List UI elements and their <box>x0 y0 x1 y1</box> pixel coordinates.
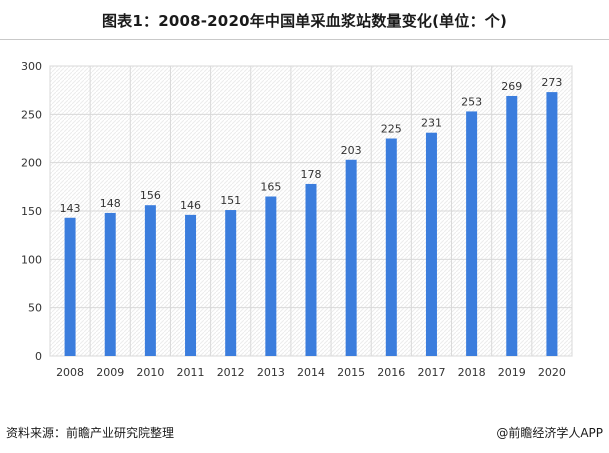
x-tick-label: 2015 <box>337 366 365 379</box>
data-label: 143 <box>60 202 81 215</box>
chart-title: 图表1：2008-2020年中国单采血浆站数量变化(单位：个) <box>101 12 508 30</box>
title-divider <box>0 39 609 40</box>
source-note: 资料来源：前瞻产业研究院整理 <box>6 426 175 440</box>
bar <box>144 205 156 356</box>
data-label: 151 <box>220 194 241 207</box>
brand-credit: @前瞻经济学人APP <box>496 426 603 440</box>
x-tick-label: 2020 <box>538 366 566 379</box>
y-tick-label: 50 <box>28 302 42 315</box>
data-label: 203 <box>341 144 362 157</box>
data-label: 165 <box>260 181 281 194</box>
data-label: 178 <box>301 168 322 181</box>
x-tick-label: 2014 <box>297 366 325 379</box>
x-tick-label: 2019 <box>498 366 526 379</box>
bar <box>305 183 317 356</box>
x-tick-label: 2017 <box>417 366 445 379</box>
y-tick-label: 300 <box>21 60 42 73</box>
bar <box>64 217 76 356</box>
bar <box>466 111 478 356</box>
bar-chart: 0 50 100 150 200 250 300 143 2008 148 2009 156 2010 1… <box>21 60 573 379</box>
y-tick-label: 0 <box>35 350 42 363</box>
data-label: 148 <box>100 197 121 210</box>
data-label: 269 <box>501 80 522 93</box>
x-tick-label: 2018 <box>458 366 486 379</box>
y-tick-label: 150 <box>21 205 42 218</box>
data-label: 225 <box>381 123 402 136</box>
x-tick-label: 2010 <box>136 366 164 379</box>
x-tick-label: 2016 <box>377 366 405 379</box>
data-label: 231 <box>421 117 442 130</box>
bar <box>506 95 518 356</box>
y-tick-label: 250 <box>21 108 42 121</box>
x-tick-label: 2012 <box>217 366 245 379</box>
x-tick-label: 2009 <box>96 366 124 379</box>
bar <box>546 92 558 356</box>
bar <box>265 196 277 356</box>
data-label: 273 <box>541 76 562 89</box>
x-tick-label: 2013 <box>257 366 285 379</box>
data-label: 253 <box>461 95 482 108</box>
bar <box>425 132 437 356</box>
x-tick-label: 2008 <box>56 366 84 379</box>
y-tick-label: 100 <box>21 253 42 266</box>
bar <box>345 159 357 356</box>
bar <box>225 210 237 356</box>
bar <box>185 214 197 356</box>
data-label: 156 <box>140 189 161 202</box>
data-label: 146 <box>180 199 201 212</box>
y-tick-label: 200 <box>21 157 42 170</box>
bar <box>385 138 397 356</box>
x-tick-label: 2011 <box>177 366 205 379</box>
bar <box>104 212 116 356</box>
